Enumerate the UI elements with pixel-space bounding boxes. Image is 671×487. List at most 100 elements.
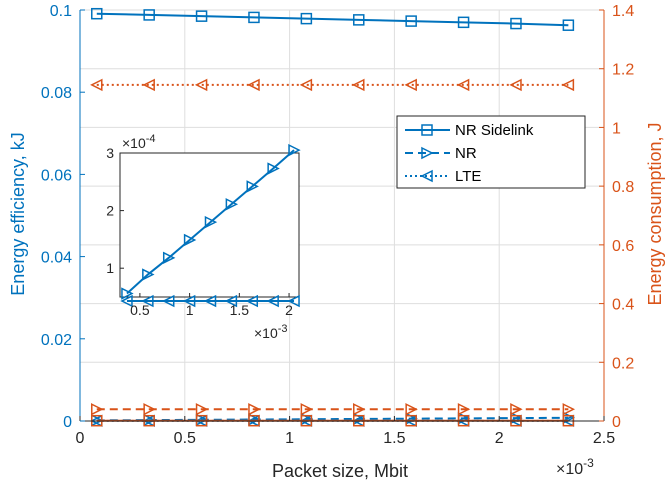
inset-y-exponent: ×10-4 (122, 133, 156, 151)
inset-y-exponent-power: -4 (146, 133, 156, 145)
legend-label: NR (455, 145, 477, 162)
data-point (248, 11, 260, 24)
inset-series (120, 143, 301, 308)
inset-data-point (121, 287, 134, 300)
inset-x-exponent-power: -3 (278, 323, 288, 335)
x-axis-exponent: ×10-3 (556, 456, 594, 478)
x-tick-label: 0.5 (174, 430, 196, 447)
series-nr-right (91, 403, 576, 416)
data-point (299, 78, 313, 92)
data-point (247, 78, 260, 92)
legend-item-lte: LTE (405, 168, 481, 185)
inset-data-point (120, 294, 133, 308)
data-point (405, 403, 418, 416)
inset-data-point (203, 294, 217, 308)
inset-data-point (287, 294, 300, 308)
y-right-tick-label: 0.6 (612, 238, 634, 255)
inset-data-point (162, 251, 176, 265)
x-tick-label: 2.5 (593, 430, 615, 447)
y-right-tick-label: 0 (612, 414, 621, 431)
data-point (142, 78, 155, 92)
inset-x-exponent-base: ×10 (254, 325, 278, 341)
inset-data-point (246, 180, 259, 193)
inset-y-tick-label: 1 (106, 260, 114, 276)
data-point (457, 16, 470, 29)
inset-x-tick-label: 2 (285, 302, 293, 318)
inset-x-tick-label: 1.5 (230, 302, 250, 318)
inset-y-tick-label: 2 (106, 203, 114, 219)
series-nr-sidelink-left (91, 7, 575, 31)
x-tick-label: 0 (76, 430, 85, 447)
data-point (143, 403, 156, 416)
legend-label: LTE (455, 168, 481, 185)
legend-label: NR Sidelink (455, 122, 534, 139)
data-point (143, 9, 155, 21)
data-point (91, 403, 104, 416)
inset-ticks: 0.5 1 1.5 2 1 2 3 (106, 145, 293, 318)
legend-swatch-marker (420, 169, 433, 183)
y-axis-right-label: Energy consumption, J (645, 122, 665, 305)
legend-swatch-marker (421, 124, 433, 136)
data-point (91, 7, 103, 20)
inset-data-point (245, 294, 259, 308)
y-right-tick-label: 1.4 (612, 3, 634, 20)
inset-data-point (141, 294, 154, 308)
data-point (404, 78, 417, 92)
legend: NR Sidelink NR LTE (396, 115, 586, 189)
x-axis-label: Packet size, Mbit (272, 461, 408, 481)
data-point (90, 78, 103, 92)
data-point (562, 19, 575, 31)
inset-x-tick-label: 1 (186, 302, 194, 318)
data-point (300, 12, 313, 25)
inset-series-nr (121, 143, 301, 300)
data-point (510, 403, 523, 416)
y-left-tick-label: 0.02 (41, 332, 72, 349)
data-point (562, 403, 576, 416)
inset-y-tick-label: 3 (106, 145, 114, 161)
x-tick-label: 2 (495, 430, 504, 447)
inset-x-tick-label: 0.5 (130, 302, 150, 318)
data-point (561, 78, 575, 92)
y-axis-left-label: Energy efficiency, kJ (8, 132, 28, 295)
inset-data-point (182, 294, 196, 308)
x-tick-label: 1 (285, 430, 294, 447)
data-point (353, 403, 366, 416)
inset-x-exponent: ×10-3 (254, 323, 288, 341)
y-left-tick-label: 0.08 (41, 85, 72, 102)
legend-items: NR Sidelink NR LTE (405, 122, 534, 185)
x-tick-label: 1.5 (383, 430, 405, 447)
axes (79, 10, 605, 422)
y-right-tick-label: 0.8 (612, 179, 634, 196)
data-point (510, 17, 522, 30)
inset-data-point (162, 294, 175, 308)
inset-data-point (142, 268, 155, 281)
y-right-tick-label: 0.2 (612, 355, 634, 372)
series-line (96, 12, 569, 27)
y-right-tick-label: 1 (612, 120, 621, 137)
y-left-tick-label: 0 (63, 414, 72, 431)
data-point (195, 403, 209, 416)
inset-data-point (183, 233, 197, 247)
data-point (248, 403, 261, 416)
inset-series-lte (120, 294, 300, 308)
data-point (456, 78, 470, 92)
y-right-tick-label: 1.2 (612, 62, 634, 79)
inset-data-point (288, 143, 301, 157)
inset-series-line (126, 149, 295, 295)
ticks: 0 0.5 1 1.5 2 2.500.020.040.060.080.100.20.40… (41, 3, 634, 447)
inset-y-exponent-base: ×10 (122, 135, 146, 151)
data-point (405, 15, 417, 27)
data-point (352, 78, 365, 92)
data-point (195, 10, 208, 22)
data-point (509, 78, 522, 92)
x-axis-exponent-base: ×10 (556, 461, 583, 478)
y-left-tick-label: 0.1 (50, 3, 72, 20)
inset-data-point (266, 294, 279, 308)
legend-item-nr-sidelink: NR Sidelink (405, 122, 534, 139)
legend-item-nr: NR (405, 145, 477, 162)
legend-swatch-marker (421, 146, 434, 160)
y-left-tick-label: 0.06 (41, 167, 72, 184)
series-nr-left (91, 411, 576, 427)
